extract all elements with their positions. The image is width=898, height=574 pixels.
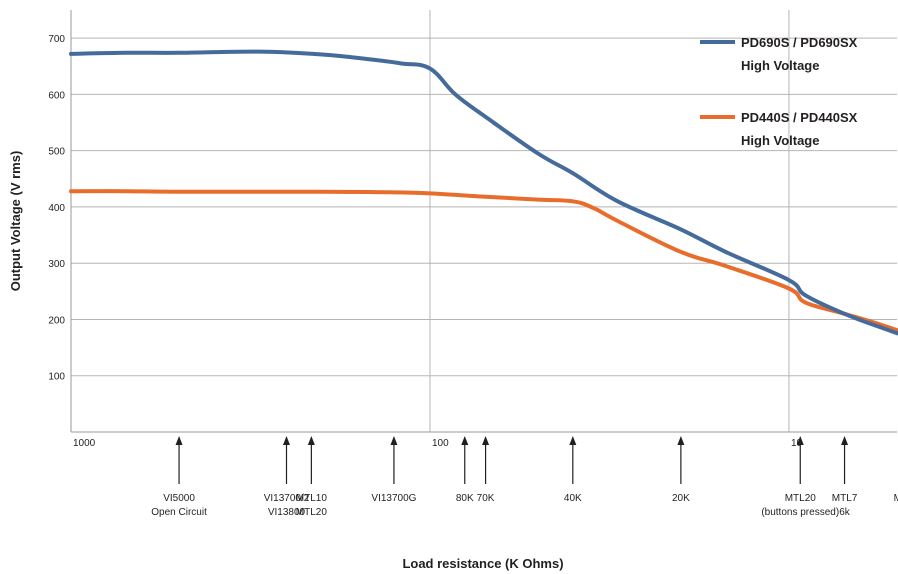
- annotation-label: 6k: [839, 507, 851, 518]
- annotation-label: Open Circuit: [151, 507, 207, 518]
- y-axis-title: Output Voltage (V rms): [8, 151, 23, 292]
- y-tick-label: 600: [48, 90, 65, 101]
- x-tick-label: 1000: [73, 438, 96, 449]
- annotation-label: MTL10: [296, 493, 328, 504]
- legend-label-0: PD690S / PD690SX: [741, 35, 858, 50]
- load-annotations: VI5000 Open Circuit VI13700/2 VI13800 MTL10 M…: [151, 436, 898, 518]
- annotation-arrow-head: [307, 436, 315, 445]
- annotation-arrow-head: [677, 436, 685, 445]
- annotation-arrow-head: [390, 436, 398, 445]
- annotation-label: 70K: [477, 493, 495, 504]
- grid: [71, 10, 897, 432]
- legend-label-1: High Voltage: [741, 133, 819, 148]
- annotation-label: MTL20: [785, 493, 817, 504]
- annotation-arrow-head: [482, 436, 490, 445]
- series-layer: [69, 49, 898, 336]
- annotation-label: (buttons pressed): [761, 507, 839, 518]
- annotation-arrow-head: [461, 436, 469, 445]
- annotation-label: VI13700/2: [264, 493, 310, 504]
- x-axis-title: Load resistance (K Ohms): [402, 556, 563, 571]
- series-line-1: [69, 189, 898, 333]
- y-tick-label: 200: [48, 315, 65, 326]
- annotation-label: 80K: [456, 493, 474, 504]
- annotation-arrow-head: [796, 436, 804, 445]
- legend-label-0: High Voltage: [741, 58, 819, 73]
- legend: PD690S / PD690SX High Voltage PD440S / PD4…: [700, 35, 858, 148]
- series-line-0: [69, 49, 898, 336]
- annotation-label: MTL9C: [894, 493, 898, 504]
- annotation-label: 20K: [672, 493, 690, 504]
- annotation-label: 40K: [564, 493, 582, 504]
- annotation-label: MTL7: [832, 493, 858, 504]
- annotation-label: MTL20: [296, 507, 328, 518]
- annotation-arrow-head: [841, 436, 849, 445]
- legend-label-1: PD440S / PD440SX: [741, 110, 858, 125]
- y-tick-label: 500: [48, 147, 65, 158]
- axes: [70, 10, 897, 433]
- annotation-arrow-head: [282, 436, 290, 445]
- annotation-label: VI5000: [163, 493, 195, 504]
- y-tick-label: 700: [48, 34, 65, 45]
- annotation-label: VI13700G: [371, 493, 416, 504]
- y-tick-label: 300: [48, 259, 65, 270]
- annotation-arrow-head: [175, 436, 183, 445]
- tick-labels: 100 200 300 400 500 600 700 1000 100 10: [48, 34, 802, 449]
- x-tick-label: 100: [432, 438, 449, 449]
- x-tick-label: 10: [791, 438, 803, 449]
- annotation-label: VI13800: [268, 507, 306, 518]
- y-tick-label: 400: [48, 203, 65, 214]
- y-tick-label: 100: [48, 372, 65, 383]
- annotation-arrow-head: [569, 436, 577, 445]
